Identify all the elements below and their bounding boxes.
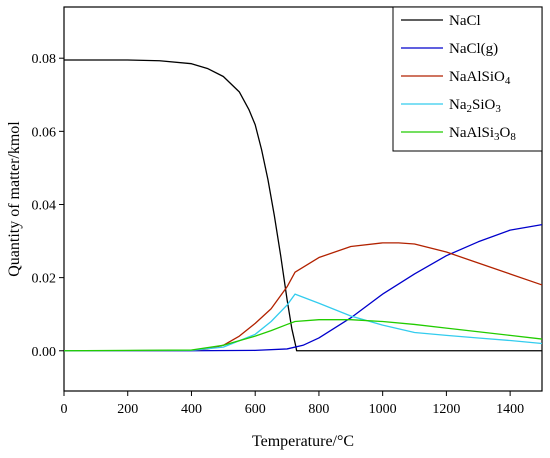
y-axis-ticks: 0.00 0.02 0.04 0.06 0.08: [32, 52, 64, 360]
x-tick-label: 600: [245, 402, 266, 417]
plot-frame: [63, 6, 543, 392]
legend-subscript: 3: [494, 131, 500, 143]
legend-text-part: Na: [449, 97, 467, 113]
y-tick-label: 0.08: [32, 52, 57, 67]
series-line-3: [63, 293, 543, 352]
legend-subscript: 8: [510, 131, 516, 143]
series-line-0: [64, 59, 542, 352]
series-line-1: [64, 223, 543, 352]
y-tick-label: 0.06: [32, 125, 57, 140]
legend-label-3: Na2SiO3: [449, 97, 501, 115]
y-tick-label: 0.02: [32, 272, 57, 287]
y-axis-title: Quantity of matter/kmol: [6, 121, 23, 277]
x-tick-label: 0: [61, 402, 68, 417]
legend-text-part: NaAlSiO: [449, 69, 505, 85]
legend-subscript: 4: [505, 75, 511, 87]
legend-label-0: NaCl: [449, 13, 481, 29]
legend-text-part: NaCl(g): [449, 41, 498, 57]
x-tick-label: 1400: [496, 402, 524, 417]
x-tick-label: 400: [181, 402, 202, 417]
legend-label-4: NaAlSi3O8: [449, 125, 516, 143]
legend-box: [392, 6, 543, 152]
legend-text-part: NaAlSi: [449, 125, 494, 141]
legend-subscript: 3: [495, 103, 501, 115]
y-tick-label: 0.04: [32, 198, 57, 213]
x-axis-ticks: 0 200 400 600 800 1000 1200 1400: [61, 391, 524, 417]
x-tick-label: 200: [117, 402, 138, 417]
x-tick-label: 800: [308, 402, 329, 417]
series-group: [63, 59, 543, 352]
y-tick-label: 0.00: [32, 345, 57, 360]
legend-label-2: NaAlSiO4: [449, 69, 511, 87]
x-tick-label: 1000: [369, 402, 397, 417]
x-axis-title: Temperature/°C: [252, 433, 354, 450]
x-tick-label: 1200: [432, 402, 460, 417]
legend-label-1: NaCl(g): [449, 41, 498, 57]
series-line-4: [63, 319, 543, 352]
legend-subscript: 2: [467, 103, 473, 115]
legend-text-part: SiO: [472, 97, 496, 113]
legend-text-part: NaCl: [449, 13, 481, 29]
legend-text-part: O: [500, 125, 511, 141]
